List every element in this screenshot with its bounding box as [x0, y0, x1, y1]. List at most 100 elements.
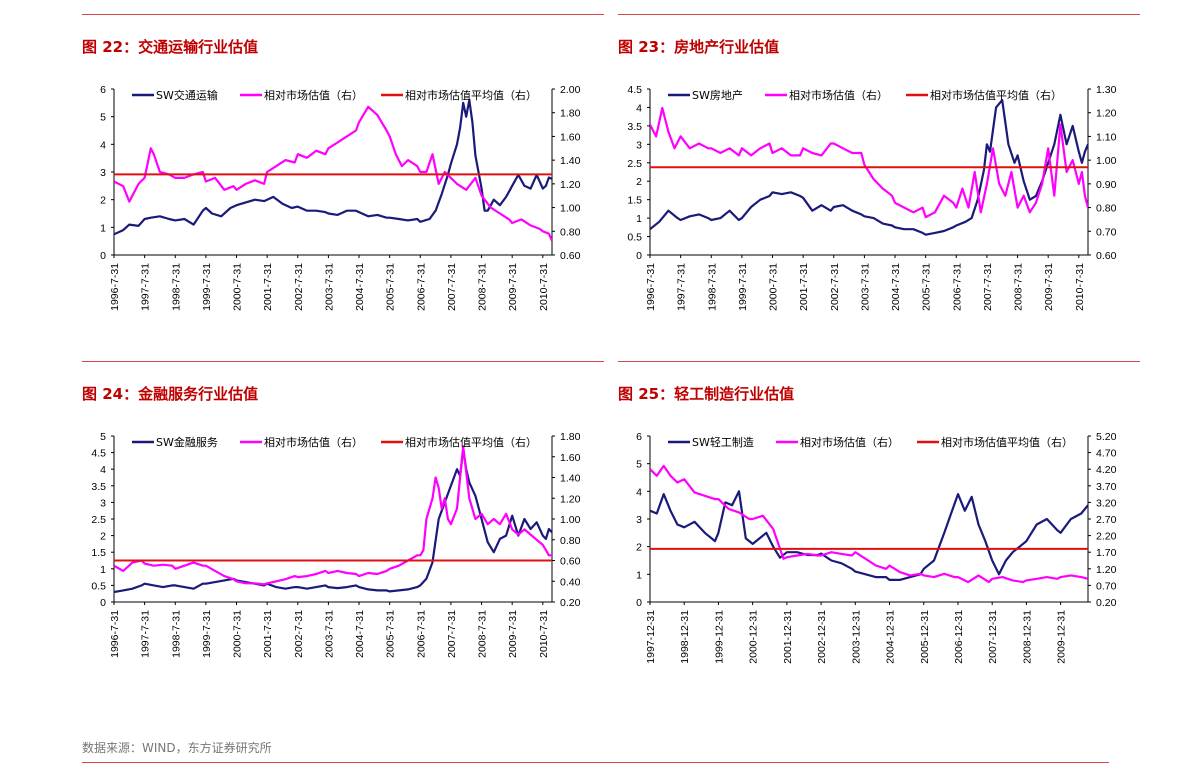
legend-label: 相对市场估值（右）: [264, 88, 363, 102]
right-tick-label: 3.70: [1096, 481, 1117, 493]
x-tick-label: 1999-12-31: [713, 610, 725, 664]
x-tick-label: 2007-7-31: [982, 263, 994, 311]
x-tick-label: 1997-12-31: [645, 610, 657, 664]
left-tick-label: 6: [636, 431, 642, 443]
left-tick-label: 3.5: [627, 121, 642, 133]
right-tick-label: 5.20: [1096, 431, 1117, 443]
x-tick-label: 2003-7-31: [323, 610, 335, 658]
right-tick-label: 0.70: [1096, 226, 1117, 238]
right-tick-label: 4.20: [1096, 464, 1117, 476]
x-tick-label: 1998-12-31: [679, 610, 691, 664]
right-tick-label: 0.60: [560, 556, 581, 568]
right-tick-label: 1.40: [560, 473, 581, 485]
x-tick-label: 2002-7-31: [293, 263, 305, 311]
series-relative-line: [650, 106, 1088, 219]
right-tick-label: 0.60: [560, 250, 581, 262]
left-tick-label: 3: [100, 497, 106, 509]
right-tick-label: 1.20: [1096, 108, 1117, 120]
panel-rule: [82, 361, 604, 362]
left-tick-label: 2.5: [91, 514, 106, 526]
left-tick-label: 1: [100, 222, 106, 234]
legend-label: SW交通运输: [156, 88, 218, 102]
x-tick-label: 2001-12-31: [782, 610, 794, 664]
x-tick-label: 2003-12-31: [850, 610, 862, 664]
panel-rule: [82, 14, 604, 15]
chart-title: 图 24：金融服务行业估值: [82, 385, 259, 403]
series-relative-line: [114, 105, 552, 242]
x-tick-label: 1996-7-31: [645, 263, 657, 311]
panel-rule: [618, 361, 1140, 362]
x-tick-label: 1998-7-31: [706, 263, 718, 311]
left-tick-label: 3: [100, 167, 106, 179]
x-tick-label: 2001-7-31: [798, 263, 810, 311]
x-tick-label: 1999-7-31: [201, 610, 213, 658]
x-tick-label: 2004-7-31: [354, 610, 366, 658]
x-tick-label: 2007-12-31: [987, 610, 999, 664]
left-tick-label: 4.5: [627, 84, 642, 96]
legend-label: 相对市场估值（右）: [789, 88, 888, 102]
x-tick-label: 1998-7-31: [170, 610, 182, 658]
x-tick-label: 1996-7-31: [109, 263, 121, 311]
left-tick-label: 1.5: [91, 547, 106, 559]
left-tick-label: 0.5: [91, 580, 106, 592]
right-tick-label: 4.70: [1096, 448, 1117, 460]
right-tick-label: 1.20: [560, 493, 581, 505]
series-sw-line: [650, 99, 1088, 236]
x-tick-label: 2009-12-31: [1056, 610, 1068, 664]
x-tick-label: 2003-7-31: [323, 263, 335, 311]
series-sw-line: [650, 490, 1088, 581]
x-tick-label: 2007-7-31: [446, 263, 458, 311]
chart-title: 图 23：房地产行业估值: [618, 38, 780, 56]
right-tick-label: 0.80: [1096, 203, 1117, 215]
x-tick-label: 1997-7-31: [676, 263, 688, 311]
x-tick-label: 2004-7-31: [354, 263, 366, 311]
left-tick-label: 4: [100, 464, 106, 476]
left-tick-label: 0: [636, 250, 642, 262]
legend-label: 相对市场估值（右）: [264, 435, 363, 449]
right-tick-label: 2.20: [1096, 531, 1117, 543]
x-tick-label: 2001-7-31: [262, 263, 274, 311]
legend-label: SW房地产: [692, 88, 743, 102]
right-tick-label: 3.20: [1096, 497, 1117, 509]
left-tick-label: 3: [636, 514, 642, 526]
right-tick-label: 1.20: [560, 179, 581, 191]
series-relative-line: [650, 464, 1088, 584]
x-tick-label: 1997-7-31: [140, 610, 152, 658]
right-tick-label: 1.60: [560, 131, 581, 143]
right-tick-label: 1.60: [560, 452, 581, 464]
chart-panel-2: 图 23：房地产行业估值 0 0.5 1 1.5 2 2.5 3 3.5 4 4.5 0.60 0.7…: [618, 14, 1140, 339]
chart-svg: 0 1 2 3 4 5 6 0.60 0.80 1.00 1.20 1.40 1.60 1.80 2.00 1…: [100, 84, 581, 311]
left-tick-label: 2: [636, 176, 642, 188]
right-tick-label: 0.90: [1096, 179, 1117, 191]
x-tick-label: 2008-7-31: [1013, 263, 1025, 311]
chart-svg: 0 0.5 1 1.5 2 2.5 3 3.5 4 4.5 5 0.20 0.40 0.60 0.80 1.0…: [91, 431, 581, 658]
x-tick-label: 2000-7-31: [232, 610, 244, 658]
left-tick-label: 5: [100, 112, 106, 124]
left-tick-label: 0: [100, 250, 106, 262]
legend-label: 相对市场估值平均值（右）: [930, 88, 1062, 102]
panel-rule: [618, 14, 1140, 15]
x-tick-label: 2005-7-31: [921, 263, 933, 311]
x-tick-label: 2008-12-31: [1021, 610, 1033, 664]
left-tick-label: 1: [636, 213, 642, 225]
x-tick-label: 2000-7-31: [232, 263, 244, 311]
right-tick-label: 2.00: [560, 84, 581, 96]
left-tick-label: 0: [636, 597, 642, 609]
left-tick-label: 4: [636, 102, 642, 114]
left-tick-label: 2: [100, 195, 106, 207]
left-tick-label: 1: [636, 569, 642, 581]
left-tick-label: 0.5: [627, 232, 642, 244]
chart-svg: 0 0.5 1 1.5 2 2.5 3 3.5 4 4.5 0.60 0.70 0.80 0.90 1.00…: [627, 84, 1117, 311]
chart-panel-1: 图 22：交通运输行业估值 0 1 2 3 4 5 6 0.60 0.80 1.00 1.20 1.4…: [82, 14, 604, 339]
left-tick-label: 4: [100, 139, 106, 151]
x-tick-label: 2003-7-31: [859, 263, 871, 311]
left-tick-label: 4: [636, 486, 642, 498]
x-tick-label: 2005-7-31: [385, 610, 397, 658]
right-tick-label: 1.10: [1096, 131, 1117, 143]
legend-label: 相对市场估值平均值（右）: [941, 435, 1073, 449]
chart-svg: 0 1 2 3 4 5 6 0.20 0.70 1.20 1.70 2.20 2.70 3.20 3.70 4…: [636, 431, 1117, 664]
left-tick-label: 1.5: [627, 195, 642, 207]
x-tick-label: 2004-12-31: [885, 610, 897, 664]
chart-panel-3: 图 24：金融服务行业估值 0 0.5 1 1.5 2 2.5 3 3.5 4 4.5 5 0.20 0…: [82, 361, 604, 686]
legend-label: 相对市场估值平均值（右）: [405, 88, 537, 102]
